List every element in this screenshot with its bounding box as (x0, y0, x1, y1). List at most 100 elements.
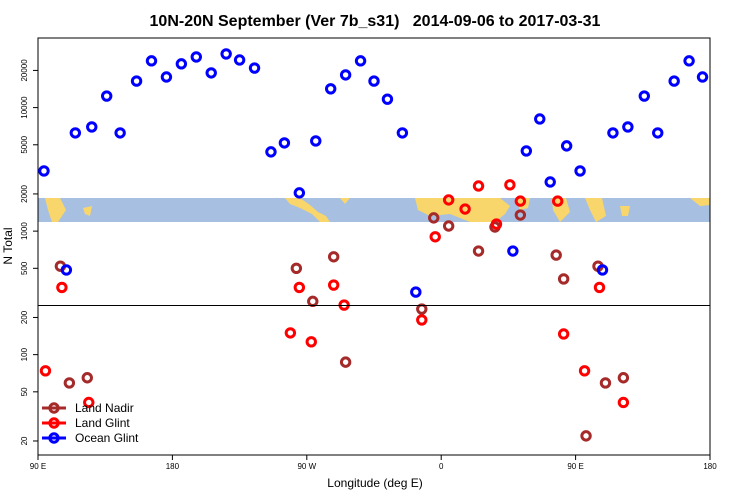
plot-marks (38, 48, 709, 442)
y-tick-label: 50 (20, 387, 29, 396)
point (534, 113, 546, 125)
point (578, 365, 591, 377)
point (607, 127, 619, 139)
point (428, 212, 440, 224)
point (293, 187, 306, 199)
point (551, 195, 564, 207)
point (381, 93, 394, 105)
point (233, 54, 246, 66)
point (205, 67, 217, 79)
point (56, 281, 68, 294)
point (339, 69, 352, 81)
point (617, 396, 630, 409)
point (514, 195, 527, 207)
map-ocean (38, 198, 710, 222)
point (520, 145, 533, 157)
y-tick-label: 20000 (20, 59, 29, 82)
point (557, 273, 570, 285)
point (507, 245, 519, 257)
legend-marker (48, 402, 60, 414)
point (416, 314, 428, 326)
point (668, 75, 680, 87)
point (190, 51, 202, 63)
point (617, 372, 630, 384)
plot-frame (37, 37, 711, 456)
point (63, 377, 76, 389)
point (442, 220, 455, 232)
x-axis-label: Longitude (deg E) (327, 476, 422, 490)
point (324, 83, 337, 95)
point (248, 62, 261, 74)
point (557, 328, 570, 340)
point (305, 336, 317, 348)
point (339, 356, 352, 368)
y-tick-label: 20 (20, 436, 29, 445)
point (683, 55, 695, 67)
point (490, 218, 503, 230)
point (368, 75, 380, 87)
legend-marker (48, 417, 60, 429)
point (114, 127, 126, 139)
point (160, 71, 173, 83)
legend-marker (48, 432, 60, 444)
point (596, 264, 609, 276)
point (310, 135, 322, 147)
point (130, 75, 143, 87)
point (175, 58, 188, 70)
point (327, 279, 340, 291)
y-tick-label: 500 (20, 261, 29, 275)
point (220, 48, 232, 60)
point (472, 245, 485, 257)
point (327, 251, 340, 263)
point (459, 203, 471, 215)
x-tick-label: 180 (166, 462, 180, 471)
point (86, 121, 98, 133)
point (293, 281, 306, 294)
x-tick-label: 180 (703, 462, 717, 471)
point (145, 55, 158, 67)
point (550, 249, 562, 261)
y-tick-label: 200 (20, 310, 29, 324)
legend-label: Land Glint (75, 416, 130, 430)
legend-label: Land Nadir (75, 401, 134, 415)
point (580, 430, 592, 442)
point (514, 209, 527, 221)
legend-label: Ocean Glint (75, 431, 139, 445)
point (284, 327, 297, 339)
point (410, 286, 422, 298)
map-strip (38, 198, 710, 222)
point (354, 55, 367, 67)
point (638, 90, 650, 102)
point (599, 377, 612, 389)
y-axis-label: N Total (1, 227, 15, 264)
point (290, 262, 303, 275)
point (307, 295, 319, 308)
x-tick-label: 90 E (567, 462, 583, 471)
point (652, 127, 664, 139)
chart-title: 10N-20N September (Ver 7b_s31) 2014-09-0… (150, 13, 601, 30)
point (83, 396, 95, 409)
point (100, 90, 113, 102)
point (39, 365, 52, 377)
point (560, 140, 573, 152)
y-tick-label: 1000 (20, 222, 29, 240)
point (472, 180, 485, 192)
point (38, 165, 50, 177)
point (416, 303, 428, 315)
x-tick-label: 90 E (30, 462, 46, 471)
point (504, 179, 516, 191)
point (593, 281, 606, 294)
point (622, 121, 634, 133)
x-tick-label: 90 W (297, 462, 316, 471)
y-tick-label: 5000 (20, 135, 29, 153)
point (81, 372, 93, 384)
point (396, 127, 409, 139)
point (429, 231, 441, 243)
y-tick-label: 100 (20, 347, 29, 361)
point (696, 71, 709, 83)
point (544, 176, 556, 188)
point (69, 127, 82, 139)
point (442, 194, 455, 206)
y-tick-label: 10000 (20, 96, 29, 119)
